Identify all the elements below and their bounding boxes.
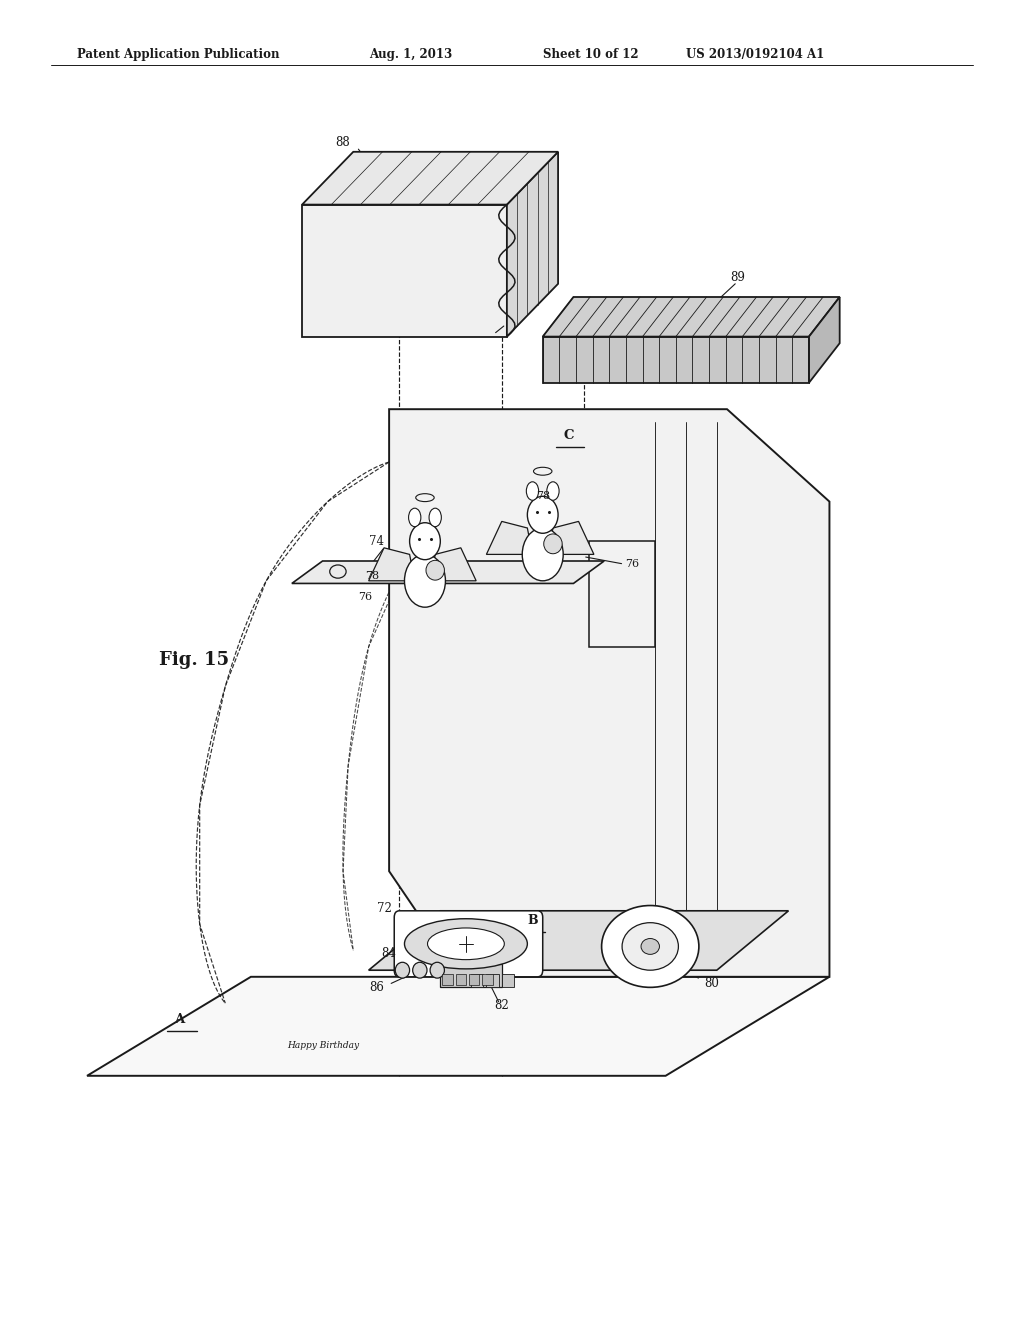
- Bar: [469, 974, 479, 985]
- Ellipse shape: [622, 923, 678, 970]
- Text: 86: 86: [370, 981, 384, 994]
- Bar: [442, 974, 453, 985]
- Text: 78: 78: [536, 491, 550, 502]
- Text: Happy Birthday: Happy Birthday: [287, 1041, 358, 1049]
- Ellipse shape: [410, 523, 440, 560]
- Text: 82: 82: [495, 999, 509, 1012]
- Text: Patent Application Publication: Patent Application Publication: [77, 48, 280, 61]
- Ellipse shape: [547, 482, 559, 500]
- Polygon shape: [809, 297, 840, 383]
- Text: A: A: [174, 1012, 184, 1026]
- Polygon shape: [430, 548, 476, 581]
- Text: 78: 78: [365, 570, 379, 581]
- Text: 89: 89: [730, 271, 744, 284]
- Bar: [440, 964, 502, 987]
- Text: C: C: [563, 429, 573, 442]
- Text: Aug. 1, 2013: Aug. 1, 2013: [369, 48, 452, 61]
- Text: 74: 74: [370, 535, 384, 548]
- Polygon shape: [486, 521, 532, 554]
- Ellipse shape: [522, 528, 563, 581]
- Text: Fig. 15: Fig. 15: [159, 651, 228, 669]
- Ellipse shape: [429, 508, 441, 527]
- Text: 76: 76: [625, 558, 639, 569]
- Polygon shape: [543, 337, 809, 383]
- Bar: [589, 541, 655, 647]
- Polygon shape: [292, 561, 604, 583]
- Text: 84: 84: [382, 946, 396, 960]
- Polygon shape: [548, 521, 594, 554]
- Ellipse shape: [395, 962, 410, 978]
- Ellipse shape: [527, 496, 558, 533]
- Bar: [471, 974, 483, 987]
- Ellipse shape: [413, 962, 427, 978]
- Text: 88: 88: [336, 136, 350, 149]
- Text: 76: 76: [358, 591, 373, 602]
- Ellipse shape: [544, 535, 562, 554]
- Polygon shape: [302, 205, 507, 337]
- Ellipse shape: [526, 482, 539, 500]
- Bar: [486, 974, 499, 987]
- Ellipse shape: [430, 962, 444, 978]
- Text: 80: 80: [705, 977, 719, 990]
- Ellipse shape: [602, 906, 698, 987]
- Bar: [482, 974, 493, 985]
- Ellipse shape: [641, 939, 659, 954]
- Text: Sheet 10 of 12: Sheet 10 of 12: [543, 48, 638, 61]
- Ellipse shape: [426, 560, 444, 579]
- Polygon shape: [543, 297, 840, 337]
- Ellipse shape: [404, 919, 527, 969]
- Ellipse shape: [428, 928, 504, 960]
- Ellipse shape: [404, 554, 445, 607]
- Ellipse shape: [409, 508, 421, 527]
- Polygon shape: [87, 977, 829, 1076]
- Text: B: B: [527, 913, 538, 927]
- Text: US 2013/0192104 A1: US 2013/0192104 A1: [686, 48, 824, 61]
- Bar: [502, 974, 514, 987]
- FancyBboxPatch shape: [394, 911, 543, 977]
- Bar: [456, 974, 466, 985]
- Polygon shape: [369, 548, 415, 581]
- Polygon shape: [369, 911, 788, 970]
- Polygon shape: [389, 409, 829, 977]
- Text: 72: 72: [377, 902, 391, 915]
- Polygon shape: [507, 152, 558, 337]
- Polygon shape: [302, 152, 558, 205]
